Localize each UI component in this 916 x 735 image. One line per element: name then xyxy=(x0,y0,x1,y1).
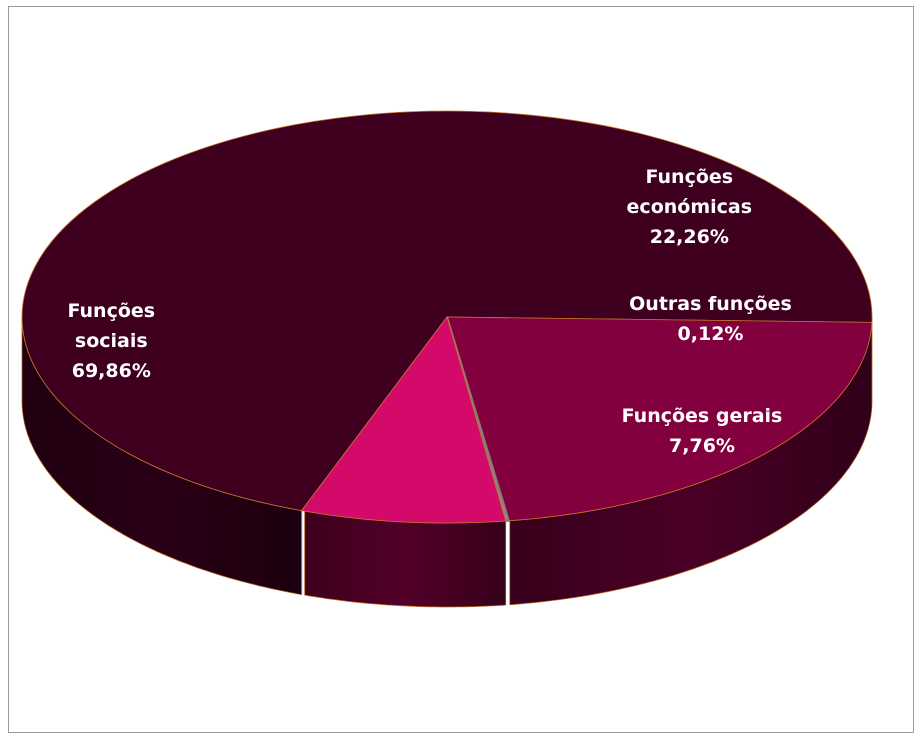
pie-label-1: Funções económicas 22,26% xyxy=(627,166,753,248)
pie-slice-3 xyxy=(300,316,507,524)
pie-label-1-line-1: económicas xyxy=(627,196,753,218)
pie-label-1-line-0: Funções xyxy=(645,166,733,188)
pie-label-3-line-0: Funções gerais xyxy=(622,405,783,427)
pie-label-2-line-1: 0,12% xyxy=(678,323,744,345)
pie-labels: Funções sociais 69,86% Funções económicas 22,… xyxy=(67,166,791,457)
pie-label-2-line-0: Outras funções xyxy=(629,293,792,315)
pie-label-2: Outras funções 0,12% xyxy=(629,293,792,345)
pie-slice-0 xyxy=(21,110,873,512)
pie-label-0: Funções sociais 69,86% xyxy=(67,300,155,382)
pie-sides xyxy=(21,317,873,608)
pie-slice-1 xyxy=(446,316,873,522)
pie-label-3-line-1: 7,76% xyxy=(669,435,735,457)
pie-side-shade-3 xyxy=(304,511,506,607)
pie-label-1-line-2: 22,26% xyxy=(650,226,729,248)
pie-label-3: Funções gerais 7,76% xyxy=(622,405,783,457)
pie-tops xyxy=(21,110,873,524)
pie-side-shade-1 xyxy=(509,322,872,605)
pie-label-0-line-0: Funções xyxy=(67,300,155,322)
pie-label-0-line-1: sociais xyxy=(75,330,148,352)
pie-side-shade-0 xyxy=(22,317,302,595)
pie-label-0-line-2: 69,86% xyxy=(72,360,151,382)
